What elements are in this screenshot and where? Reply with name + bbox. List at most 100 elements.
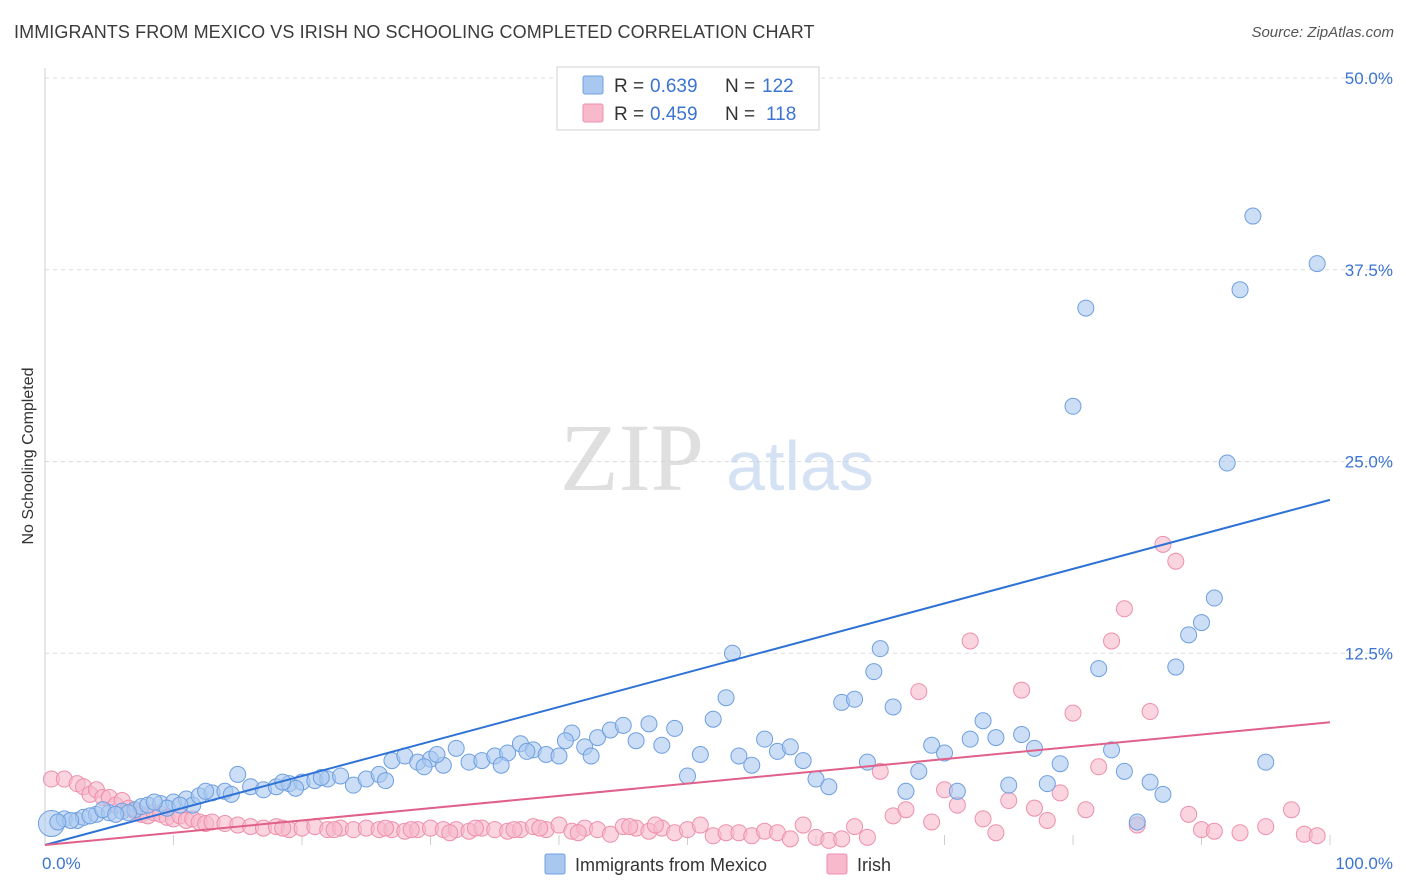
irish-trend-line	[44, 721, 1331, 846]
mexico-point	[1154, 785, 1172, 803]
mexico-point	[756, 730, 774, 748]
irish-point	[646, 816, 664, 834]
irish-point	[601, 825, 619, 843]
mexico-point	[377, 772, 395, 790]
mexico-point	[1205, 589, 1223, 607]
mexico-point	[794, 752, 812, 770]
irish-point	[531, 819, 549, 837]
legend-r-value-2: 0.459	[650, 104, 698, 125]
mexico-point	[679, 767, 696, 785]
mexico-point	[717, 689, 735, 707]
irish-point	[1180, 805, 1198, 823]
irish-point	[325, 821, 343, 839]
irish-point	[1064, 704, 1082, 722]
mexico-point	[691, 745, 709, 763]
irish-point	[1231, 824, 1249, 842]
irish-point	[1308, 827, 1326, 845]
mexico-point	[1257, 753, 1275, 771]
mexico-point	[589, 729, 607, 747]
y-tick-label: 25.0%	[1345, 453, 1393, 472]
mexico-trend-line	[44, 498, 1331, 846]
mexico-point	[1064, 397, 1082, 415]
mexico-point	[948, 782, 966, 800]
mexico-point	[897, 782, 915, 800]
irish-point	[466, 819, 484, 837]
mexico-point	[1231, 281, 1249, 299]
irish-point	[871, 762, 889, 780]
chart-title: IMMIGRANTS FROM MEXICO VS IRISH NO SCHOO…	[14, 22, 815, 42]
stats-legend: R = 0.639 N = 122 R = 0.459 N = 118	[556, 66, 820, 131]
y-tick-label: 12.5%	[1345, 644, 1393, 663]
legend-swatch-pink	[582, 103, 604, 123]
mexico-point	[492, 756, 510, 774]
mexico-point	[730, 747, 748, 765]
mexico-point	[1308, 255, 1326, 273]
mexico-point	[614, 716, 632, 734]
mexico-point	[781, 738, 799, 756]
mexico-point	[627, 732, 645, 750]
irish-point	[1257, 818, 1275, 836]
irish-point	[1115, 600, 1133, 618]
irish-point	[1141, 703, 1159, 721]
legend-n-label-2: N =	[725, 104, 760, 125]
y-tick-label: 37.5%	[1345, 261, 1393, 280]
grid-layer	[44, 68, 1392, 845]
irish-point	[274, 819, 292, 837]
legend-n-label-1: N =	[725, 76, 760, 97]
irish-point	[1090, 758, 1108, 776]
mexico-point	[447, 739, 465, 757]
mexico-point	[910, 762, 928, 780]
irish-point	[569, 824, 587, 842]
mexico-point	[1077, 299, 1095, 317]
mexico-point	[1000, 776, 1018, 794]
mexico-point	[556, 732, 574, 750]
mexico-point	[1090, 660, 1108, 678]
mexico-point	[1193, 614, 1210, 632]
irish-point	[897, 801, 915, 819]
irish-point	[833, 830, 851, 848]
mexico-point	[107, 805, 125, 823]
series-swatch-irish	[826, 853, 848, 875]
mexico-point	[1103, 741, 1121, 759]
axis-layer: No Schooling Completed 12.5% 25.0% 37.5% 50…	[20, 69, 1393, 873]
mexico-points	[37, 207, 1326, 838]
irish-point	[987, 824, 1005, 842]
irish-point	[1077, 801, 1095, 819]
irish-point	[621, 818, 639, 836]
mexico-point	[312, 769, 330, 787]
mexico-point	[428, 745, 446, 763]
mexico-point	[640, 715, 658, 733]
mexico-point	[1128, 813, 1146, 831]
series-label-mexico: Immigrants from Mexico	[575, 855, 767, 875]
legend-r-value-1: 0.639	[650, 76, 698, 97]
irish-point	[402, 821, 420, 839]
irish-point	[691, 816, 709, 834]
irish-point	[961, 632, 979, 650]
watermark-zip: ZIP	[560, 404, 704, 511]
mexico-point	[653, 736, 671, 754]
irish-point	[377, 819, 395, 837]
mexico-point	[704, 710, 722, 728]
y-tick-label: 50.0%	[1345, 69, 1393, 88]
legend-r-label-1: R =	[614, 76, 649, 97]
series-legend: Immigrants from Mexico Irish	[544, 853, 891, 875]
mexico-point	[1115, 762, 1133, 780]
irish-point	[1103, 632, 1121, 650]
mexico-point	[666, 719, 684, 737]
irish-point	[974, 810, 992, 828]
mexico-point	[518, 742, 536, 760]
irish-point	[505, 821, 523, 839]
irish-point	[1025, 799, 1043, 817]
mexico-point	[145, 793, 163, 811]
mexico-point	[197, 782, 215, 800]
irish-point	[910, 683, 928, 701]
irish-point	[781, 830, 799, 848]
irish-point	[1282, 801, 1300, 819]
series-swatch-mexico	[544, 853, 566, 875]
mexico-point	[871, 640, 889, 658]
mexico-point	[229, 765, 247, 783]
irish-point	[923, 813, 941, 831]
mexico-point	[1025, 739, 1043, 757]
mexico-point	[1013, 726, 1031, 744]
